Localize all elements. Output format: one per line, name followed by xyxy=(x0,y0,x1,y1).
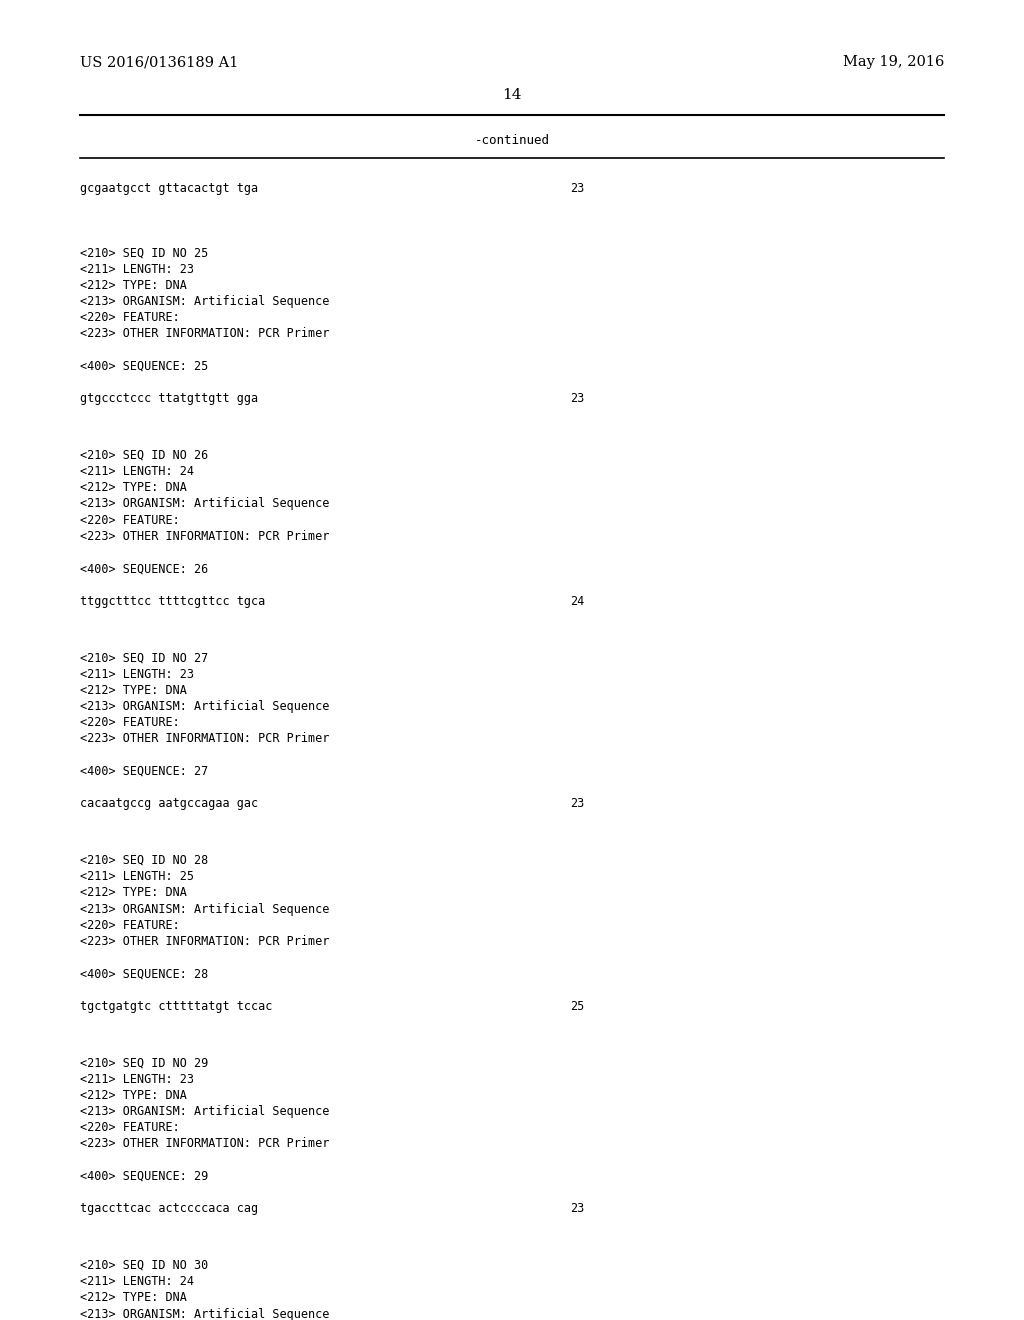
Text: <212> TYPE: DNA: <212> TYPE: DNA xyxy=(80,684,186,697)
Text: <223> OTHER INFORMATION: PCR Primer: <223> OTHER INFORMATION: PCR Primer xyxy=(80,327,330,341)
Text: <400> SEQUENCE: 25: <400> SEQUENCE: 25 xyxy=(80,360,208,372)
Text: 23: 23 xyxy=(570,1203,585,1216)
Text: <211> LENGTH: 23: <211> LENGTH: 23 xyxy=(80,1073,194,1085)
Text: <210> SEQ ID NO 28: <210> SEQ ID NO 28 xyxy=(80,854,208,867)
Text: <212> TYPE: DNA: <212> TYPE: DNA xyxy=(80,1291,186,1304)
Text: 23: 23 xyxy=(570,797,585,810)
Text: <210> SEQ ID NO 30: <210> SEQ ID NO 30 xyxy=(80,1259,208,1272)
Text: gtgccctccc ttatgttgtt gga: gtgccctccc ttatgttgtt gga xyxy=(80,392,258,405)
Text: <213> ORGANISM: Artificial Sequence: <213> ORGANISM: Artificial Sequence xyxy=(80,1308,330,1320)
Text: <220> FEATURE:: <220> FEATURE: xyxy=(80,513,180,527)
Text: <220> FEATURE:: <220> FEATURE: xyxy=(80,1121,180,1134)
Text: <400> SEQUENCE: 26: <400> SEQUENCE: 26 xyxy=(80,562,208,576)
Text: May 19, 2016: May 19, 2016 xyxy=(843,55,944,69)
Text: gcgaatgcct gttacactgt tga: gcgaatgcct gttacactgt tga xyxy=(80,182,258,194)
Text: tgctgatgtc ctttttatgt tccac: tgctgatgtc ctttttatgt tccac xyxy=(80,999,272,1012)
Text: 23: 23 xyxy=(570,182,585,194)
Text: <213> ORGANISM: Artificial Sequence: <213> ORGANISM: Artificial Sequence xyxy=(80,700,330,713)
Text: <223> OTHER INFORMATION: PCR Primer: <223> OTHER INFORMATION: PCR Primer xyxy=(80,1138,330,1151)
Text: <213> ORGANISM: Artificial Sequence: <213> ORGANISM: Artificial Sequence xyxy=(80,498,330,511)
Text: tgaccttcac actccccaca cag: tgaccttcac actccccaca cag xyxy=(80,1203,258,1216)
Text: <210> SEQ ID NO 27: <210> SEQ ID NO 27 xyxy=(80,651,208,664)
Text: <213> ORGANISM: Artificial Sequence: <213> ORGANISM: Artificial Sequence xyxy=(80,294,330,308)
Text: <223> OTHER INFORMATION: PCR Primer: <223> OTHER INFORMATION: PCR Primer xyxy=(80,935,330,948)
Text: <210> SEQ ID NO 29: <210> SEQ ID NO 29 xyxy=(80,1056,208,1069)
Text: <223> OTHER INFORMATION: PCR Primer: <223> OTHER INFORMATION: PCR Primer xyxy=(80,733,330,746)
Text: <220> FEATURE:: <220> FEATURE: xyxy=(80,919,180,932)
Text: <220> FEATURE:: <220> FEATURE: xyxy=(80,717,180,729)
Text: -continued: -continued xyxy=(474,133,550,147)
Text: <400> SEQUENCE: 29: <400> SEQUENCE: 29 xyxy=(80,1170,208,1183)
Text: <223> OTHER INFORMATION: PCR Primer: <223> OTHER INFORMATION: PCR Primer xyxy=(80,529,330,543)
Text: US 2016/0136189 A1: US 2016/0136189 A1 xyxy=(80,55,239,69)
Text: ttggctttcc ttttcgttcc tgca: ttggctttcc ttttcgttcc tgca xyxy=(80,595,265,607)
Text: 24: 24 xyxy=(570,595,585,607)
Text: <210> SEQ ID NO 25: <210> SEQ ID NO 25 xyxy=(80,247,208,260)
Text: <211> LENGTH: 24: <211> LENGTH: 24 xyxy=(80,1275,194,1288)
Text: <212> TYPE: DNA: <212> TYPE: DNA xyxy=(80,482,186,494)
Text: cacaatgccg aatgccagaa gac: cacaatgccg aatgccagaa gac xyxy=(80,797,258,810)
Text: 14: 14 xyxy=(502,88,522,102)
Text: 23: 23 xyxy=(570,392,585,405)
Text: <212> TYPE: DNA: <212> TYPE: DNA xyxy=(80,886,186,899)
Text: <220> FEATURE:: <220> FEATURE: xyxy=(80,312,180,325)
Text: <400> SEQUENCE: 28: <400> SEQUENCE: 28 xyxy=(80,968,208,981)
Text: <212> TYPE: DNA: <212> TYPE: DNA xyxy=(80,1089,186,1102)
Text: <400> SEQUENCE: 27: <400> SEQUENCE: 27 xyxy=(80,764,208,777)
Text: <211> LENGTH: 24: <211> LENGTH: 24 xyxy=(80,465,194,478)
Text: <212> TYPE: DNA: <212> TYPE: DNA xyxy=(80,279,186,292)
Text: <210> SEQ ID NO 26: <210> SEQ ID NO 26 xyxy=(80,449,208,462)
Text: <211> LENGTH: 25: <211> LENGTH: 25 xyxy=(80,870,194,883)
Text: <213> ORGANISM: Artificial Sequence: <213> ORGANISM: Artificial Sequence xyxy=(80,1105,330,1118)
Text: <213> ORGANISM: Artificial Sequence: <213> ORGANISM: Artificial Sequence xyxy=(80,903,330,916)
Text: <211> LENGTH: 23: <211> LENGTH: 23 xyxy=(80,263,194,276)
Text: 25: 25 xyxy=(570,999,585,1012)
Text: <211> LENGTH: 23: <211> LENGTH: 23 xyxy=(80,668,194,681)
